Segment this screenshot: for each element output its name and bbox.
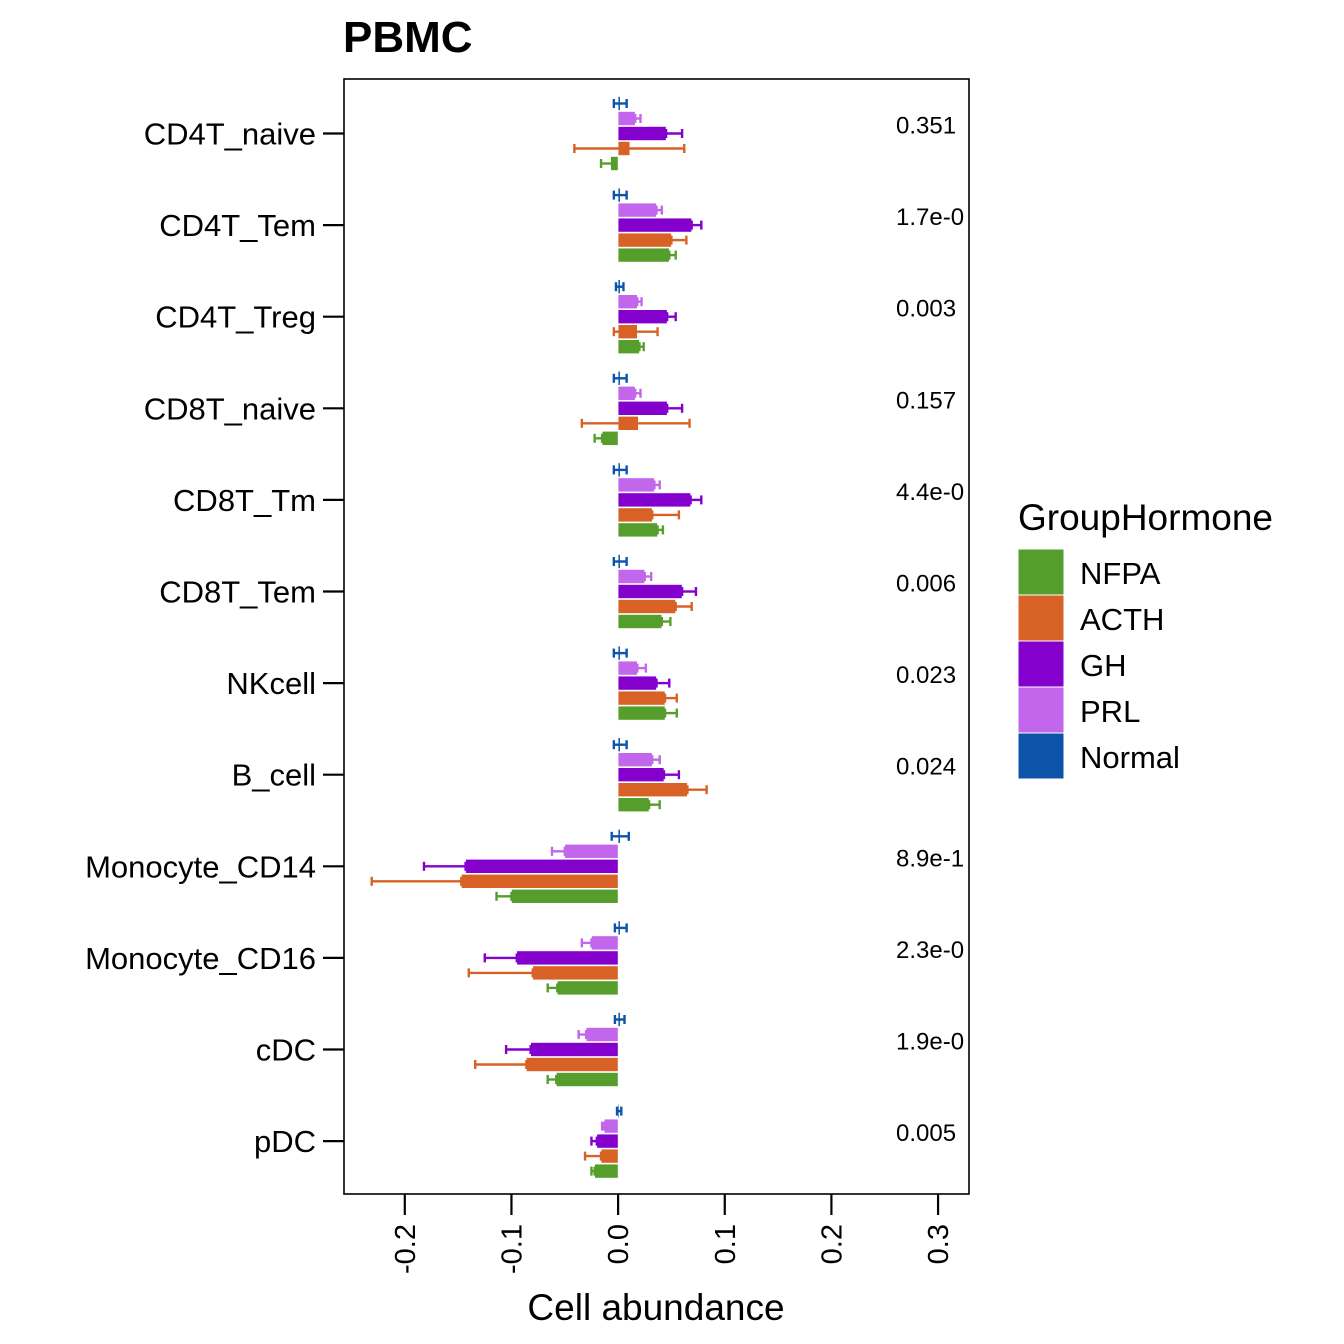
bar-gh xyxy=(617,309,668,325)
plot-area xyxy=(370,96,708,1179)
bar-gh xyxy=(617,675,657,691)
y-tick-label: B_cell xyxy=(232,758,316,793)
bar-nfpa xyxy=(555,1072,619,1087)
legend-swatch-gh xyxy=(1017,640,1065,688)
y-tick-label: CD4T_Tem xyxy=(159,208,316,243)
bar-prl xyxy=(585,1027,619,1042)
legend-label-acth: ACTH xyxy=(1080,602,1164,637)
y-tick-label: CD4T_naive xyxy=(144,117,316,152)
bar-nfpa xyxy=(617,247,670,263)
y-tick-label: CD4T_Treg xyxy=(155,300,316,335)
bar-gh xyxy=(596,1133,619,1149)
x-tick-label: -0.2 xyxy=(390,1224,422,1274)
bar-nfpa xyxy=(557,980,619,996)
y-tick-label: CD8T_Tm xyxy=(173,483,316,518)
x-tick-label: 0.3 xyxy=(923,1224,955,1264)
legend-label-prl: PRL xyxy=(1080,694,1140,729)
bar-acth xyxy=(600,1148,619,1164)
y-tick-label: pDC xyxy=(254,1124,316,1159)
bar-prl xyxy=(617,660,638,676)
x-tick-label: 0.1 xyxy=(710,1224,742,1264)
bar-prl xyxy=(617,752,653,768)
bar-acth xyxy=(532,965,619,981)
bar-gh xyxy=(617,584,683,599)
x-tick-label: 0.2 xyxy=(816,1224,848,1264)
bar-acth xyxy=(617,782,688,798)
bar-gh xyxy=(617,400,668,416)
p-value-label: 1.9e-0 xyxy=(896,1029,964,1056)
legend-label-normal: Normal xyxy=(1080,740,1180,775)
legend-title: GroupHormone xyxy=(1018,497,1273,538)
bar-prl xyxy=(617,111,636,126)
bar-nfpa xyxy=(617,522,658,538)
p-value-label: 8.9e-1 xyxy=(896,845,964,872)
legend-swatch-prl xyxy=(1017,686,1065,734)
p-value-label: 0.024 xyxy=(896,754,956,781)
bar-nfpa xyxy=(601,430,619,446)
legend-swatch-nfpa xyxy=(1017,548,1065,596)
bar-nfpa xyxy=(617,614,663,629)
bar-prl xyxy=(603,1118,619,1134)
p-value-label: 4.4e-0 xyxy=(896,479,964,506)
bar-prl xyxy=(617,569,646,584)
bar-prl xyxy=(617,202,657,218)
x-tick-label: -0.1 xyxy=(496,1224,528,1274)
chart-title: PBMC xyxy=(343,13,473,62)
p-value-label: 2.3e-0 xyxy=(896,937,964,964)
bar-gh xyxy=(617,767,665,783)
bar-nfpa xyxy=(617,797,650,813)
bar-prl xyxy=(591,935,619,951)
bar-acth xyxy=(526,1057,619,1072)
y-tick-label: cDC xyxy=(256,1033,316,1068)
p-value-label: 1.7e-0 xyxy=(896,204,964,231)
bar-nfpa xyxy=(594,1163,619,1179)
panel-border xyxy=(343,78,970,1195)
y-tick-label: CD8T_Tem xyxy=(159,575,316,610)
legend-swatch-acth xyxy=(1017,594,1065,642)
bar-prl xyxy=(617,294,638,310)
legend-label-nfpa: NFPA xyxy=(1080,556,1161,591)
bar-gh xyxy=(465,858,619,874)
y-tick-label: CD8T_naive xyxy=(144,391,316,426)
y-tick-label: NKcell xyxy=(226,666,316,701)
bar-gh xyxy=(617,492,691,508)
bar-gh xyxy=(530,1042,619,1057)
legend-swatch-normal xyxy=(1017,732,1065,780)
y-tick-label: Monocyte_CD14 xyxy=(85,849,316,884)
p-value-label: 0.003 xyxy=(896,296,956,323)
bar-acth xyxy=(617,507,653,523)
bar-gh xyxy=(617,126,667,141)
bar-acth xyxy=(461,873,619,889)
x-axis-label: Cell abundance xyxy=(527,1287,784,1328)
legend-label-gh: GH xyxy=(1080,648,1127,683)
bar-gh xyxy=(617,217,692,233)
bar-nfpa xyxy=(617,705,666,721)
x-tick-label: 0.0 xyxy=(603,1224,635,1264)
bar-gh xyxy=(516,950,619,966)
p-value-label: 0.006 xyxy=(896,571,956,598)
x-axis: -0.2 -0.1 0.0 0.1 0.2 0.3 xyxy=(390,1194,955,1274)
y-axis: CD4T_naive CD4T_Tem CD4T_Treg CD8T_naive CD8… xyxy=(85,117,344,1159)
p-value-labels: 0.351 1.7e-0 0.003 0.157 4.4e-0 0.006 0.023 0.0… xyxy=(896,113,964,1148)
bar-prl xyxy=(564,843,619,859)
bar-acth xyxy=(617,232,672,248)
p-value-label: 0.005 xyxy=(896,1120,956,1147)
y-tick-label: Monocyte_CD16 xyxy=(85,941,316,976)
legend: GroupHormone NFPA ACTH GH PRL Normal xyxy=(1017,497,1273,780)
p-value-label: 0.023 xyxy=(896,662,956,689)
bar-acth xyxy=(617,599,676,614)
p-value-label: 0.157 xyxy=(896,387,956,414)
bar-prl xyxy=(617,477,655,493)
bar-nfpa xyxy=(511,888,619,904)
bar-nfpa xyxy=(617,339,640,355)
bar-prl xyxy=(617,385,636,401)
p-value-label: 0.351 xyxy=(896,113,956,140)
bar-acth xyxy=(617,690,666,706)
